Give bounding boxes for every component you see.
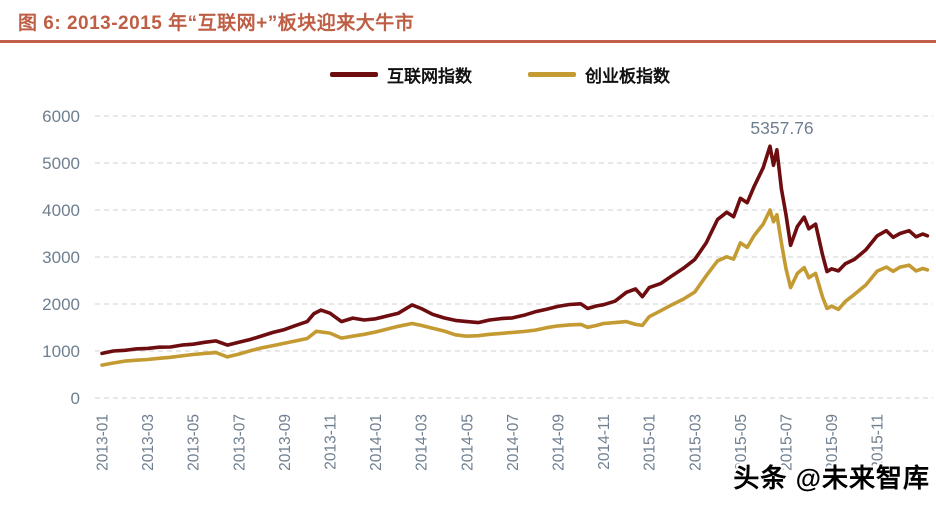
x-axis-tick-label: 2015-09 <box>824 414 841 471</box>
x-axis-tick-label: 2013-09 <box>277 414 294 471</box>
y-axis-tick-label: 2000 <box>42 295 80 314</box>
legend-swatch <box>528 72 576 77</box>
y-axis-tick-label: 6000 <box>42 107 80 126</box>
x-axis-tick-label: 2013-05 <box>186 414 203 471</box>
x-axis-tick-label: 2015-03 <box>687 414 704 471</box>
y-axis-tick-label: 5000 <box>42 154 80 173</box>
watermark: 头条 @未来智库 <box>733 463 930 493</box>
y-axis-tick-label: 4000 <box>42 201 80 220</box>
legend-label: 创业板指数 <box>585 67 670 86</box>
x-axis-tick-label: 2015-07 <box>779 414 796 471</box>
chart-legend: 互联网指数 创业板指数 <box>0 62 936 87</box>
x-axis-tick-label: 2014-03 <box>414 414 431 471</box>
x-axis-tick-label: 2015-11 <box>870 414 887 470</box>
figure-title: 图 6: 2013-2015 年“互联网+”板块迎来大牛市 <box>18 13 415 34</box>
x-axis-tick-label: 2014-05 <box>459 414 476 471</box>
x-axis-tick-label: 2014-07 <box>505 414 522 471</box>
title-underline-rule <box>0 40 936 43</box>
y-axis-tick-label: 0 <box>71 389 80 408</box>
x-axis-tick-label: 2014-09 <box>551 414 568 471</box>
x-axis-tick-label: 2014-11 <box>596 414 613 470</box>
legend-label: 互联网指数 <box>387 67 472 86</box>
x-axis-tick-label: 2013-01 <box>95 414 112 471</box>
x-axis-tick-label: 2013-07 <box>231 414 248 471</box>
x-axis-tick-label: 2013-11 <box>323 414 340 470</box>
y-axis-tick-label: 1000 <box>42 342 80 361</box>
y-axis-tick-label: 3000 <box>42 248 80 267</box>
legend-swatch <box>330 72 378 77</box>
series-line <box>100 208 930 367</box>
legend-item: 创业板指数 <box>528 62 670 87</box>
x-axis-tick-label: 2015-05 <box>733 414 750 471</box>
series-line <box>100 144 930 356</box>
peak-annotation: 5357.76 <box>750 118 813 138</box>
x-axis-tick-label: 2014-01 <box>368 414 385 471</box>
x-axis-tick-label: 2013-03 <box>140 414 157 471</box>
legend-item: 互联网指数 <box>330 62 472 87</box>
x-axis-tick-label: 2015-01 <box>642 414 659 471</box>
